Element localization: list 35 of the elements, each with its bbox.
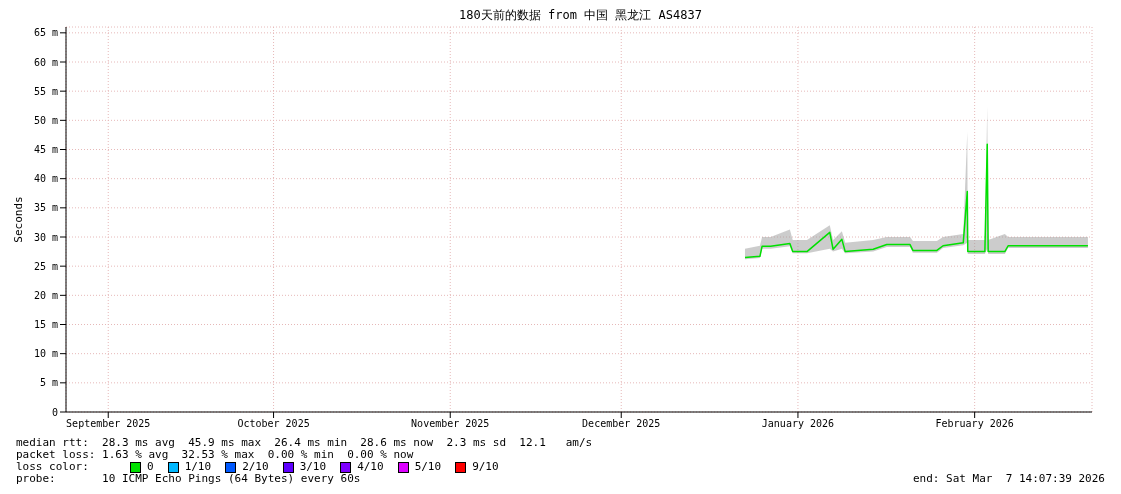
y-tick-label: 20 m [33, 289, 58, 301]
text: end: Sat Mar 7 14:07:39 2026 [912, 472, 1105, 485]
text: packet loss: 1.63 % avg 32.53 % max 0.00 % min 0.00 % now [16, 448, 415, 461]
legend-label: 1/10 [184, 460, 212, 473]
x-tick-label: February 2026 [935, 418, 1014, 430]
y-axis-title: Seconds [11, 196, 25, 243]
y-tick-label: 35 m [33, 202, 58, 214]
x-tick-label: October 2025 [237, 418, 310, 430]
chart-title: 180天前的数据 from 中国 黑龙江 AS4837 [458, 8, 703, 22]
x-tick-label: January 2026 [761, 418, 835, 430]
y-tick-label: 50 m [33, 114, 58, 126]
legend-label: 5/10 [414, 460, 442, 473]
y-tick-label: 60 m [33, 56, 58, 68]
y-tick-label: 10 m [33, 348, 58, 360]
x-tick-label: November 2025 [411, 418, 490, 430]
legend-label: 9/10 [472, 460, 499, 473]
legend-title: loss color: [16, 460, 90, 473]
legend-label: 4/10 [357, 460, 384, 473]
y-tick-label: 5 m [39, 377, 58, 389]
y-tick-label: 40 m [33, 173, 58, 185]
y-tick-label: 30 m [33, 231, 58, 243]
legend-label: 0 [147, 460, 154, 473]
y-tick-label: 65 m [33, 27, 58, 39]
legend-label: 3/10 [299, 460, 327, 473]
y-tick-label: 55 m [33, 85, 58, 97]
y-tick-label: 0 [51, 406, 58, 418]
x-tick-label: December 2025 [582, 418, 661, 430]
x-tick-label: September 2025 [66, 418, 151, 430]
line-series [744, 143, 1089, 259]
legend-label: 2/10 [242, 460, 269, 473]
y-tick-label: 25 m [33, 260, 58, 272]
text: probe: 10 ICMP Echo Pings (64 Bytes) every 60s [16, 472, 361, 485]
text: median rtt: 28.3 ms avg 45.9 ms max 26.4 ms min 28.6 ms now 2.3 ms sd 12.1 am/s [16, 436, 594, 449]
y-tick-label: 15 m [33, 319, 58, 331]
y-tick-label: 45 m [33, 144, 58, 156]
